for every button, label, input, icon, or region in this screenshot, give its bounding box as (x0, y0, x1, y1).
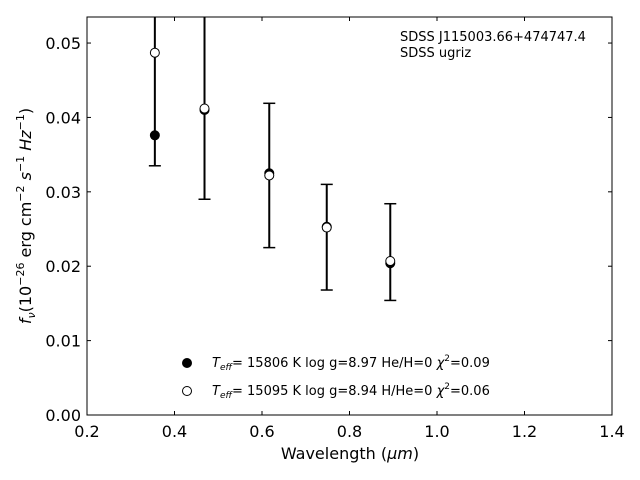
legend-teff-sub-filled: eff (220, 363, 234, 373)
x-axis-label: Wavelength (μm) (281, 444, 419, 463)
legend-teff-value-open: = 15095 K log g=8.94 H/He=0 (232, 384, 437, 399)
legend-chi-sup-open: 2 (444, 382, 450, 392)
y-label-close: ) (16, 108, 35, 114)
model-point-open (264, 170, 275, 181)
x-tick-label: 1.2 (512, 422, 537, 441)
legend-chi-sup-filled: 2 (444, 354, 450, 364)
model-point-open (199, 103, 210, 114)
model-point-filled (149, 130, 160, 141)
y-tick-label: 0.02 (45, 257, 81, 276)
x-tick-label: 0.6 (249, 422, 274, 441)
y-axis-label: fν(10−26 erg cm−2 s−1 Hz−1) (14, 108, 38, 324)
y-tick-label: 0.05 (45, 34, 81, 53)
legend-marker-filled (182, 358, 192, 368)
model-point-open (149, 47, 160, 58)
legend-teff-symbol-open: T (212, 384, 221, 399)
x-axis-unit: μm (386, 444, 413, 463)
y-label-exp-s: −1 (14, 156, 27, 172)
y-label-nu: ν (25, 312, 38, 318)
y-label-f: f (16, 316, 35, 324)
x-axis-label-text: Wavelength (281, 444, 376, 463)
x-tick-label: 1.4 (599, 422, 624, 441)
axis-ticks: 0.2 0.4 0.6 0.8 1.0 1.2 1.4 0.00 0.01 0.02 0.03 0.0… (45, 17, 625, 441)
y-tick-label: 0.03 (45, 183, 81, 202)
y-label-exp-cm: −2 (14, 185, 27, 201)
legend: Teff= 15806 K log g=8.97 He/H=0 χ2=0.09 … (182, 354, 490, 401)
object-annotation: SDSS J115003.66+474747.4 (400, 30, 586, 45)
x-tick-label: 0.8 (337, 422, 362, 441)
x-tick-label: 1.0 (424, 422, 449, 441)
legend-chi-symbol-filled: χ (436, 356, 446, 371)
y-label-exp-power: −26 (14, 263, 27, 286)
x-tick-label: 0.4 (162, 422, 187, 441)
legend-marker-open (182, 386, 192, 396)
legend-chi-symbol-open: χ (436, 384, 446, 399)
data-points (149, 47, 396, 269)
y-label-erg: erg cm (16, 202, 35, 263)
y-label-hz: Hz (16, 130, 35, 156)
y-tick-label: 0.01 (45, 332, 81, 351)
legend-label-filled: Teff= 15806 K log g=8.97 He/H=0 χ2=0.09 (212, 354, 490, 373)
y-label-s: s (16, 172, 35, 185)
model-point-open (321, 222, 332, 233)
legend-chi-value-filled: =0.09 (450, 356, 490, 371)
photometry-annotation: SDSS ugriz (400, 46, 471, 61)
legend-teff-symbol-filled: T (212, 356, 221, 371)
y-tick-label: 0.04 (45, 108, 81, 127)
y-label-exp-hz: −1 (14, 114, 27, 130)
model-point-open (385, 256, 396, 267)
legend-chi-value-open: =0.06 (450, 384, 490, 399)
legend-teff-value-filled: = 15806 K log g=8.97 He/H=0 (232, 356, 437, 371)
y-tick-label: 0.00 (45, 406, 81, 425)
x-tick-label: 0.2 (74, 422, 99, 441)
legend-label-open: Teff= 15095 K log g=8.94 H/He=0 χ2=0.06 (212, 382, 490, 401)
y-label-open: (10 (16, 286, 35, 313)
legend-teff-sub-open: eff (220, 391, 234, 401)
error-bars (148, 17, 397, 302)
